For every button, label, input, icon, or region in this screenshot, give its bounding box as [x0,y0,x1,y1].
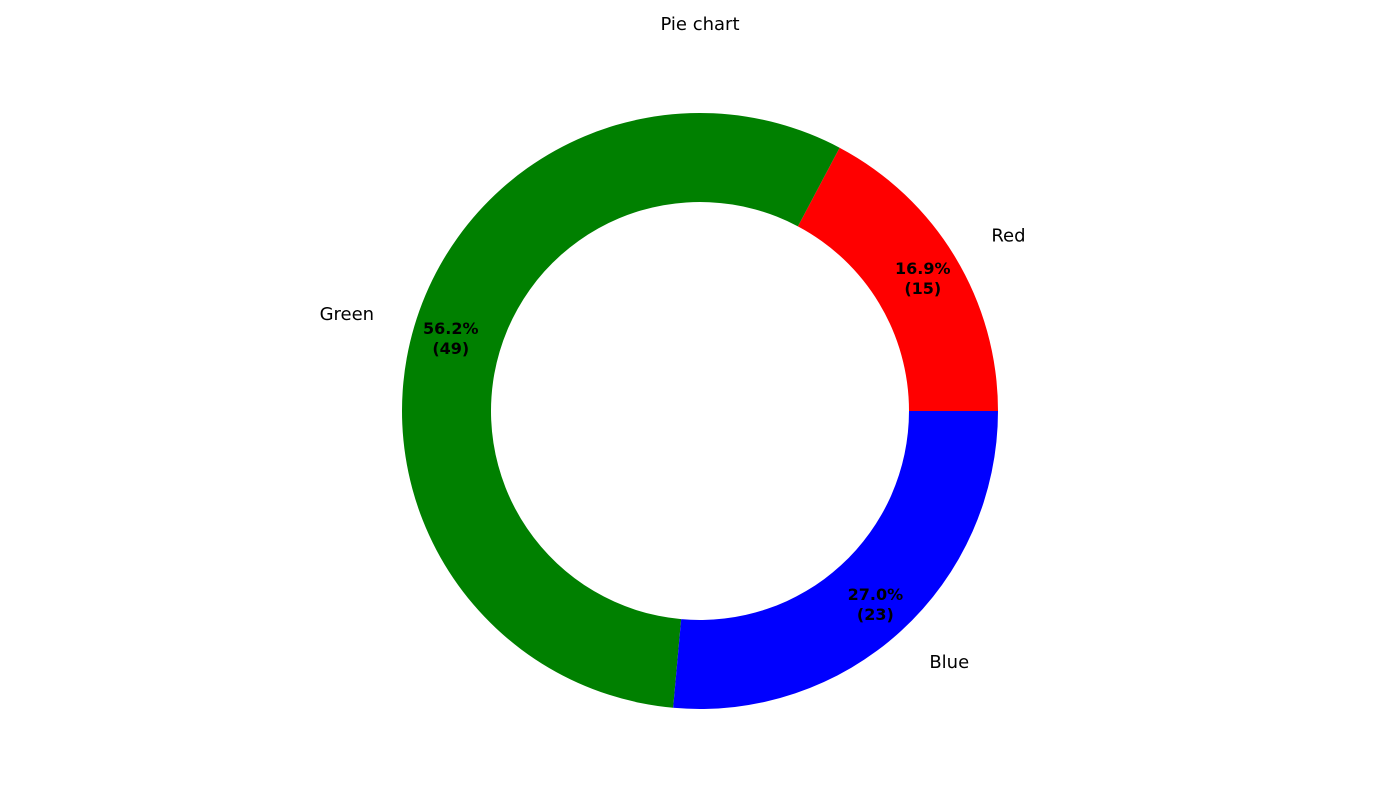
slice-red [797,147,998,411]
slice-percent-green: 56.2% [423,319,479,338]
slice-label-blue: Blue [929,652,969,673]
slice-percent-red: 16.9% [895,259,951,278]
slice-label-green: Green [320,304,375,325]
slice-label-red: Red [991,226,1025,247]
slice-green [401,112,840,708]
slice-count-red: (15) [904,279,941,298]
pie-slices [401,112,998,709]
slice-count-green: (49) [432,339,469,358]
slice-blue [673,411,998,709]
pie-labels: Red 16.9%(15) Green 56.2%(49) Blue 27.0%(23) [320,226,1026,673]
slice-count-blue: (23) [857,605,894,624]
chart-title: Pie chart [660,14,739,35]
slice-percent-blue: 27.0% [848,585,904,604]
